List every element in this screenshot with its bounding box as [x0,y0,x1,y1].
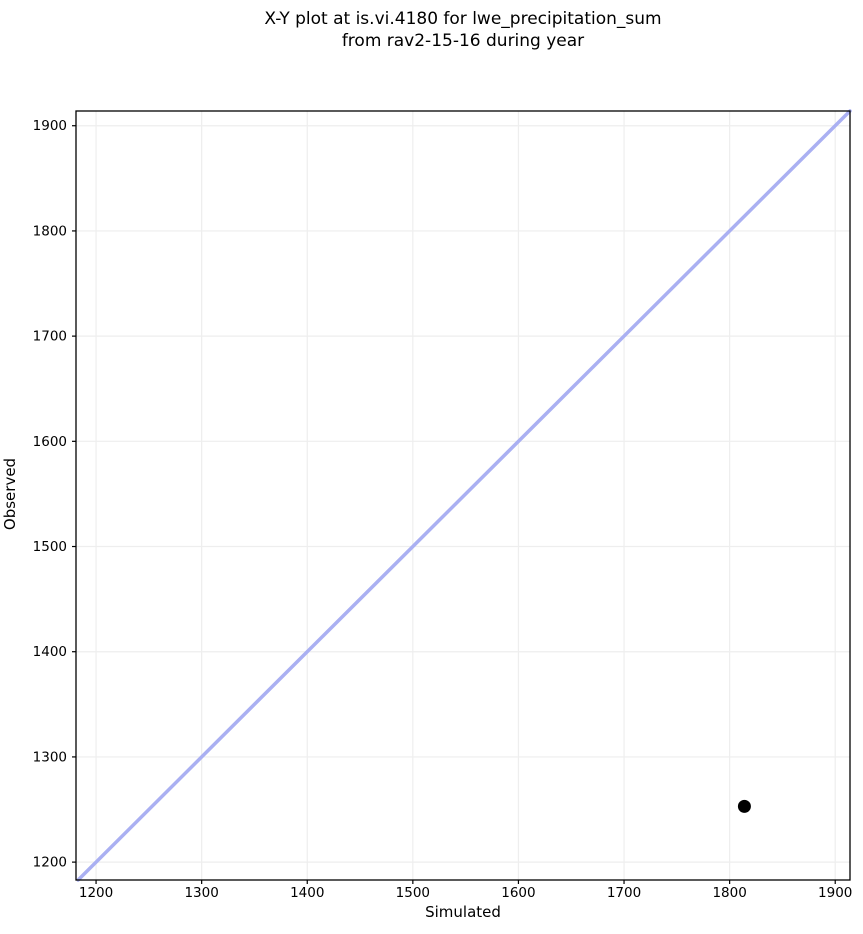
data-point [737,799,751,813]
y-tick-label: 1400 [33,644,67,660]
y-axis-label: Observed [1,457,19,531]
x-tick-label: 1700 [607,885,641,901]
x-tick-label: 1900 [818,885,852,901]
axes-border [75,110,851,881]
chart-title-line-2: from rav2-15-16 during year [341,31,585,51]
y-tick-label: 1300 [33,749,67,765]
x-tick-label: 1300 [184,885,218,901]
y-tick-label: 1500 [33,539,67,555]
y-tick-label: 1900 [33,118,67,134]
y-tick-label: 1200 [33,855,67,871]
x-tick-label: 1400 [290,885,324,901]
x-axis-label: Simulated [425,903,501,921]
y-tick-label: 1700 [33,329,67,345]
x-tick-label: 1600 [501,885,535,901]
y-tick-label: 1600 [33,434,67,450]
x-tick-label: 1800 [712,885,746,901]
x-tick-label: 1500 [396,885,430,901]
y-tick-label: 1800 [33,223,67,239]
x-tick-label: 1200 [79,885,113,901]
one-to-one-line [76,109,852,882]
chart-title-line-1: X-Y plot at is.vi.4180 for lwe_precipita… [264,9,662,29]
chart-title: X-Y plot at is.vi.4180 for lwe_precipita… [76,8,850,52]
